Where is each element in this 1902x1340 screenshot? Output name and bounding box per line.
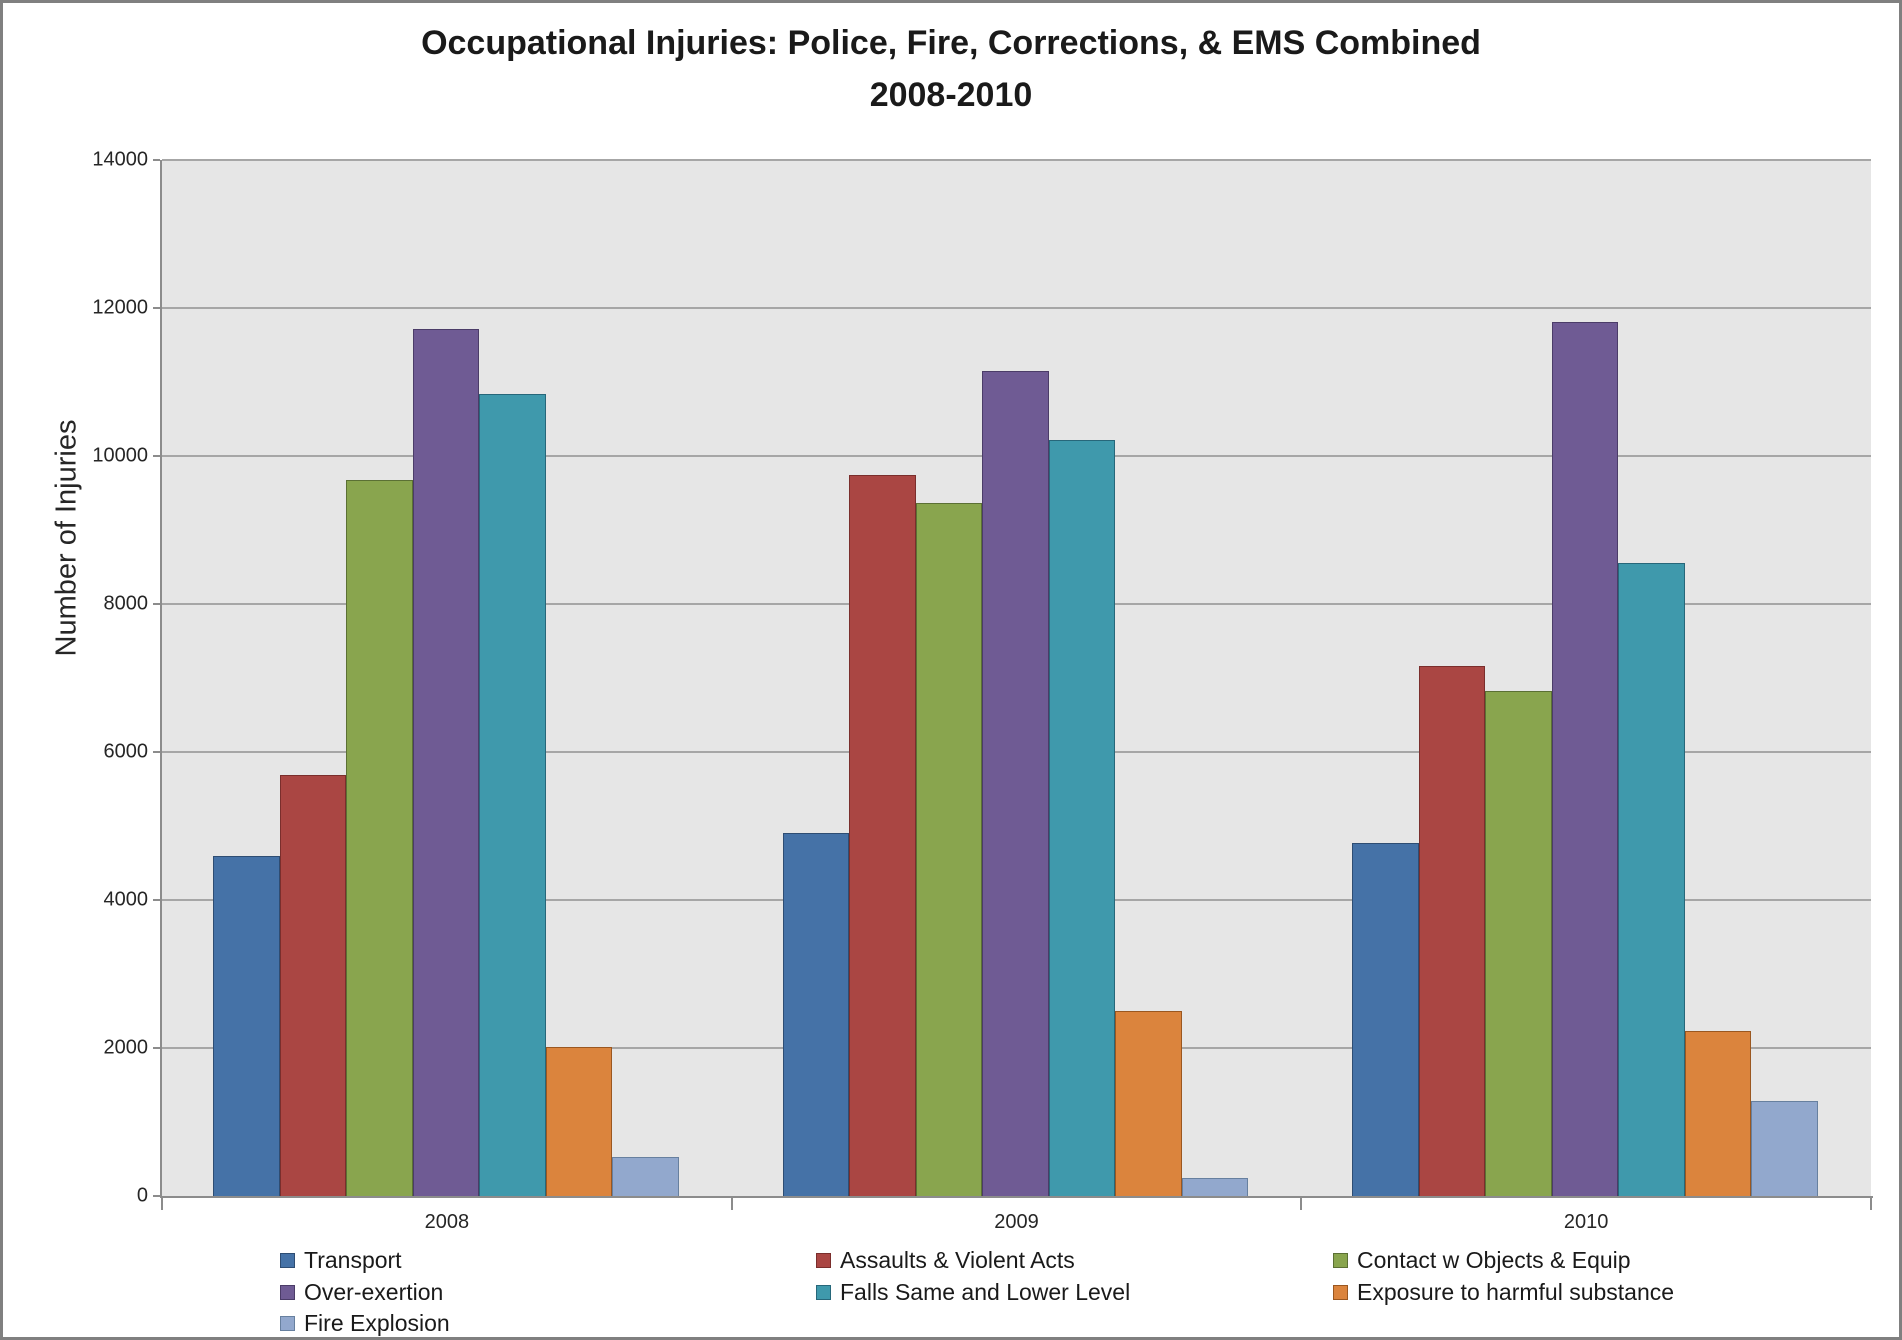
y-tick-label-12000: 12000 [92, 296, 148, 319]
bar-2010-over-exertion [1551, 322, 1619, 1196]
y-tick-label-14000: 14000 [92, 148, 148, 171]
chart-title: Occupational Injuries: Police, Fire, Cor… [3, 17, 1899, 121]
legend-label: Falls Same and Lower Level [840, 1279, 1131, 1305]
y-tick-14000 [153, 159, 160, 161]
bar-2008-transport [213, 856, 280, 1196]
y-axis-line [160, 160, 162, 1198]
y-tick-10000 [153, 455, 160, 457]
bar-2009-exposure-to-harmful-substance [1115, 1011, 1182, 1196]
bar-2010-fire-explosion [1751, 1100, 1818, 1196]
x-tick-label-2009: 2009 [994, 1211, 1039, 1233]
legend-swatch-icon [280, 1285, 295, 1300]
bar-2010-assaults-violent-acts [1418, 666, 1486, 1196]
legend-label: Fire Explosion [304, 1310, 450, 1336]
y-tick-12000 [153, 307, 160, 309]
legend-item-fire-explosion: Fire Explosion [280, 1310, 450, 1337]
x-tick-label-2008: 2008 [424, 1211, 470, 1233]
x-tick-2 [1300, 1198, 1303, 1210]
legend-swatch-icon [280, 1253, 295, 1268]
bar-2008-over-exertion [412, 329, 479, 1196]
bar-2009-transport [782, 833, 850, 1196]
gridline-14000 [162, 159, 1871, 161]
plot-area [162, 159, 1871, 1196]
x-tick-1 [730, 1198, 733, 1210]
legend-swatch-icon [280, 1316, 295, 1331]
legend-item-contact-w-objects-equip: Contact w Objects & Equip [1333, 1247, 1631, 1274]
legend-item-assaults-violent-acts: Assaults & Violent Acts [816, 1247, 1075, 1274]
legend-swatch-icon [1333, 1253, 1348, 1268]
x-axis-line [160, 1196, 1873, 1198]
legend-item-exposure-to-harmful-substance: Exposure to harmful substance [1333, 1279, 1674, 1306]
legend-swatch-icon [816, 1285, 831, 1300]
y-tick-4000 [153, 899, 160, 901]
y-tick-6000 [153, 751, 160, 753]
bar-2008-contact-w-objects-equip [346, 480, 413, 1196]
legend-swatch-icon [1333, 1285, 1348, 1300]
bar-2008-falls-same-and-lower-level [479, 393, 546, 1196]
y-tick-label-8000: 8000 [103, 592, 149, 615]
x-tick-label-2010: 2010 [1563, 1211, 1609, 1233]
y-tick-0 [153, 1195, 160, 1197]
legend-swatch-icon [816, 1253, 831, 1268]
gridline-12000 [162, 307, 1871, 309]
legend-item-falls-same-and-lower-level: Falls Same and Lower Level [816, 1279, 1130, 1306]
bar-2010-contact-w-objects-equip [1485, 690, 1552, 1196]
y-tick-label-0: 0 [136, 1184, 148, 1207]
bar-2009-falls-same-and-lower-level [1048, 439, 1116, 1196]
bar-2009-fire-explosion [1181, 1178, 1249, 1196]
bar-2010-falls-same-and-lower-level [1618, 563, 1685, 1196]
y-tick-2000 [153, 1047, 160, 1049]
bar-2009-contact-w-objects-equip [915, 503, 983, 1196]
legend-label: Contact w Objects & Equip [1357, 1247, 1631, 1273]
bar-2009-over-exertion [982, 370, 1049, 1196]
legend-item-transport: Transport [280, 1247, 402, 1274]
bar-2008-fire-explosion [612, 1156, 679, 1196]
bar-2008-assaults-violent-acts [279, 774, 346, 1196]
bar-2010-transport [1352, 843, 1419, 1196]
legend-label: Assaults & Violent Acts [840, 1247, 1075, 1273]
legend-label: Over-exertion [304, 1279, 444, 1305]
y-tick-label-2000: 2000 [103, 1036, 149, 1059]
x-tick-0 [161, 1198, 163, 1210]
bar-2008-exposure-to-harmful-substance [545, 1046, 612, 1196]
y-tick-8000 [153, 603, 160, 605]
y-tick-label-4000: 4000 [103, 888, 149, 911]
x-tick-3 [1870, 1198, 1872, 1210]
legend-item-over-exertion: Over-exertion [280, 1279, 443, 1306]
legend-label: Transport [304, 1247, 402, 1273]
y-tick-label-6000: 6000 [103, 740, 149, 763]
chart-title-line1: Occupational Injuries: Police, Fire, Cor… [421, 24, 1481, 62]
chart-title-line2: 2008-2010 [869, 76, 1033, 114]
bar-2010-exposure-to-harmful-substance [1684, 1030, 1752, 1196]
y-tick-label-10000: 10000 [92, 444, 148, 467]
bar-2009-assaults-violent-acts [849, 475, 916, 1196]
legend-label: Exposure to harmful substance [1357, 1279, 1675, 1305]
